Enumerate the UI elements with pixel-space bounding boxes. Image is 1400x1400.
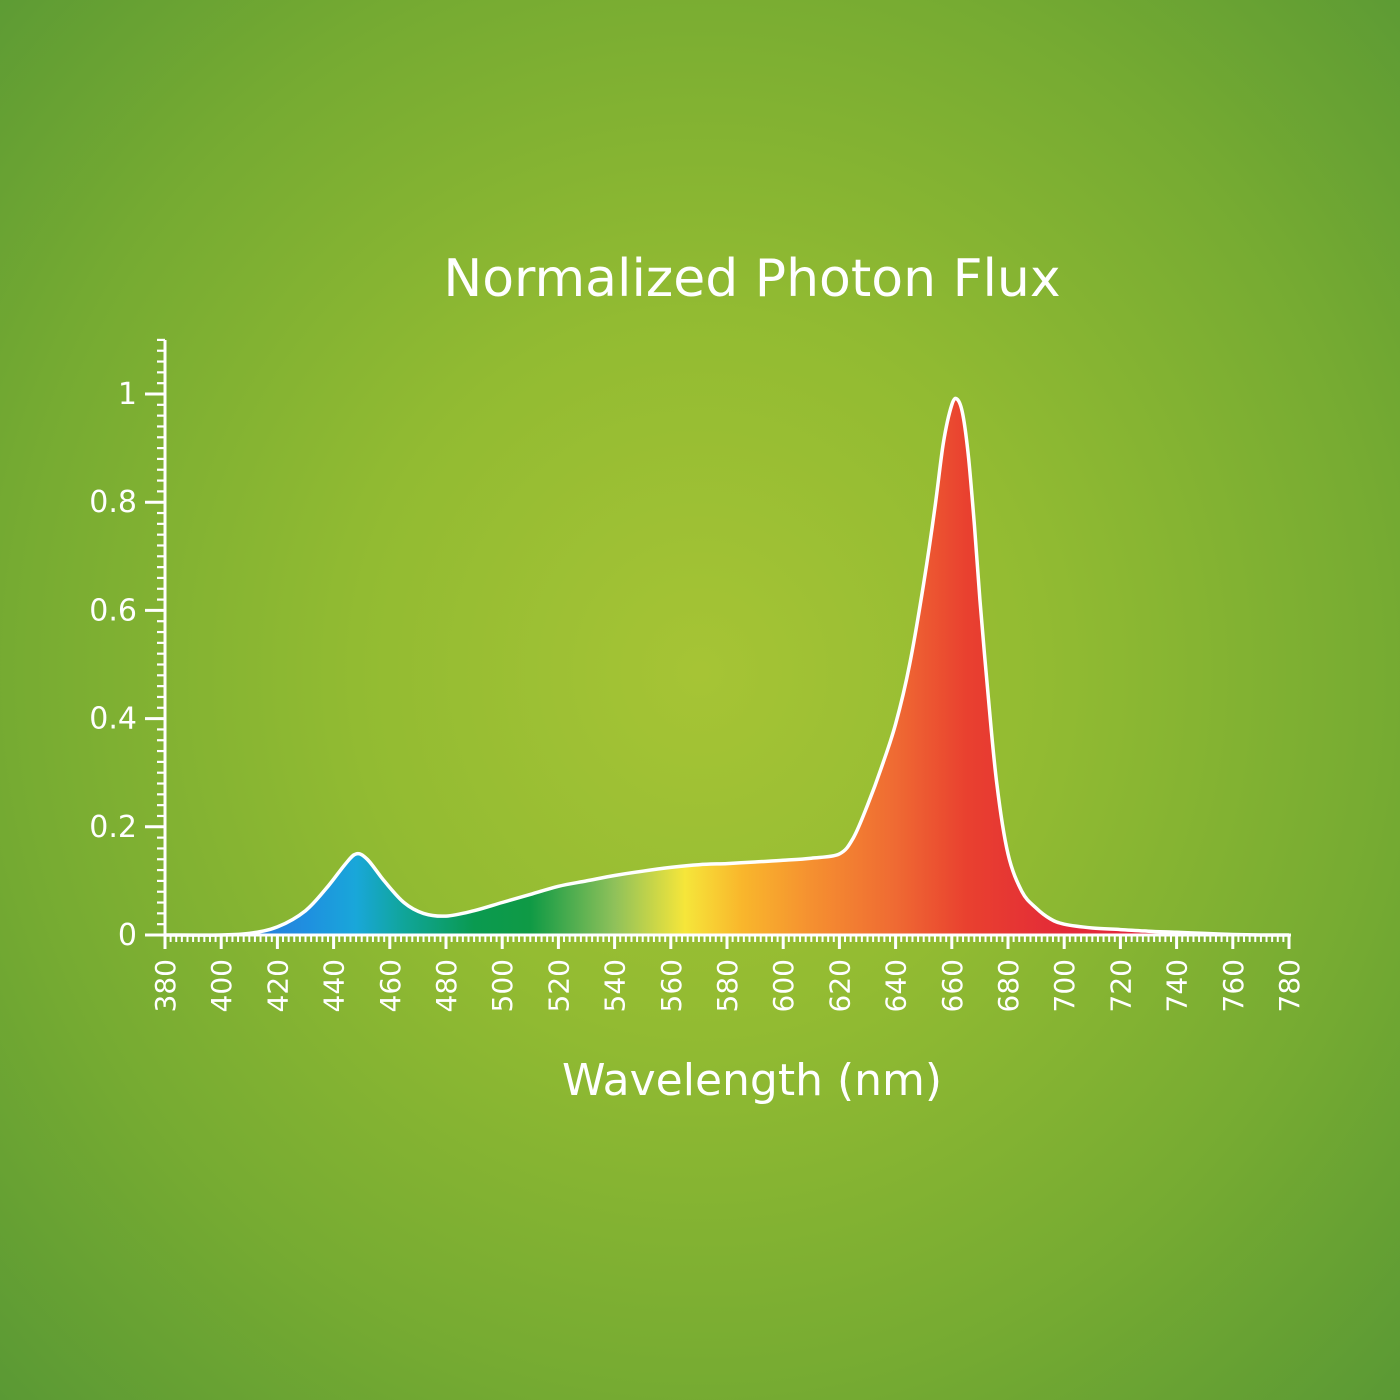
y-tick-label: 0.8 [89,485,137,520]
x-tick-label: 560 [655,959,688,1012]
x-tick-label: 520 [542,959,575,1012]
x-tick-label: 760 [1217,959,1250,1012]
x-tick-label: 420 [261,959,294,1012]
x-tick-label: 480 [430,959,463,1012]
y-tick-label: 0 [118,918,137,953]
axes [163,340,1291,937]
x-tick-label: 680 [992,959,1025,1012]
x-axis-label: Wavelength (nm) [562,1055,942,1106]
x-tick-label: 620 [823,959,856,1012]
x-tick-label: 660 [936,959,969,1012]
spectrum-line [164,396,1290,937]
x-tick-label: 500 [486,959,519,1012]
x-tick-label: 580 [711,959,744,1012]
x-tick-label: 540 [599,959,632,1012]
x-tick-label: 720 [1104,959,1137,1012]
y-tick-label: 1 [118,377,137,412]
y-ticks: 0 0.2 0.4 0.6 0.8 1 [89,338,165,953]
y-tick-label: 0.4 [89,702,137,737]
y-tick-label: 0.2 [89,810,137,845]
x-tick-label: 640 [880,959,913,1012]
x-tick-label: 780 [1273,959,1306,1012]
x-tick-label: 460 [374,959,407,1012]
x-tick-label: 600 [767,959,800,1012]
x-tick-label: 400 [205,959,238,1012]
chart-title: Normalized Photon Flux [443,249,1060,309]
x-tick-label: 740 [1161,959,1194,1012]
x-ticks: 380 400 420 440 460 480 500 520 540 560 580 600 620 6… [149,935,1306,1012]
spectrum-area [165,398,1289,935]
y-tick-label: 0.6 [89,593,137,628]
x-tick-label: 700 [1048,959,1081,1012]
x-tick-label: 380 [149,959,182,1012]
x-tick-label: 440 [318,959,351,1012]
